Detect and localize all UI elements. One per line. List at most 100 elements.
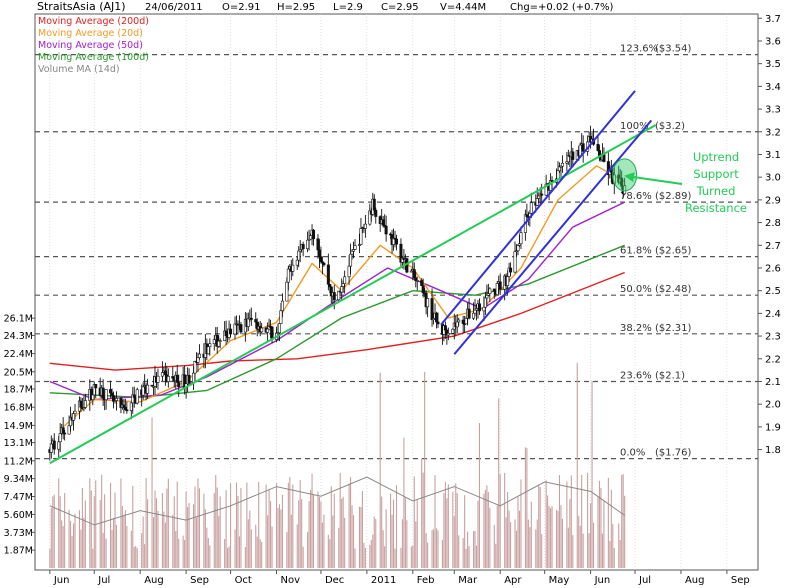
annotation-line-4: Resistance <box>685 201 747 215</box>
price-axis-label: 2.4 <box>765 309 781 320</box>
candle-body <box>197 353 201 358</box>
price-axis-label: 2.8 <box>765 218 781 229</box>
price-axis-label: 1.9 <box>765 422 781 433</box>
candle-body <box>328 283 332 288</box>
candle-body <box>309 235 313 240</box>
candle-body <box>326 264 330 285</box>
candle-body <box>297 250 301 261</box>
fibonacci-percent-label: 78.6% <box>620 191 652 202</box>
fibonacci-price-label: ($2.65) <box>655 246 692 257</box>
candle-body <box>193 361 197 374</box>
candle-body <box>415 280 419 282</box>
candle-body <box>472 312 476 319</box>
candle-body <box>467 308 471 319</box>
candle-body <box>156 375 160 383</box>
candle-body <box>519 232 523 245</box>
annotation-line-1: Uptrend <box>693 150 739 164</box>
candle-body <box>540 193 544 196</box>
candle-body <box>509 267 513 273</box>
candle-body <box>322 262 326 266</box>
candle-body <box>446 333 450 336</box>
header-symbol: StraitsAsia (AJ1) <box>37 0 126 13</box>
candle-body <box>83 400 87 408</box>
candle-body <box>312 229 316 240</box>
candle-body <box>319 256 323 263</box>
candle-body <box>110 392 114 396</box>
candle-body <box>537 195 541 199</box>
candle-body <box>208 343 212 347</box>
candle-body <box>461 319 465 324</box>
candle-body <box>279 310 283 324</box>
candle-body <box>332 292 336 301</box>
candle-body <box>492 288 496 292</box>
candle-body <box>166 376 170 382</box>
volume-axis-label: 24.3M <box>4 331 33 342</box>
month-label: Apr <box>504 575 522 586</box>
month-label: Jul <box>638 575 651 586</box>
price-axis-label: 2.0 <box>765 400 781 411</box>
fibonacci-percent-label: 50.0% <box>620 284 652 295</box>
fibonacci-price-label: ($1.76) <box>655 448 692 459</box>
annotation-line-3: Turned <box>696 184 736 198</box>
month-label: Sep <box>190 575 209 586</box>
price-axis-label: 3.4 <box>765 82 781 93</box>
header-change: Chg=+0.02 (+0.7%) <box>510 2 614 13</box>
price-axis-label: 2.6 <box>765 263 781 274</box>
candle-body <box>443 325 447 331</box>
legend-label-ma50: Moving Average (50d) <box>38 40 143 51</box>
price-candles <box>48 125 627 461</box>
candle-body <box>556 170 560 180</box>
candle-body <box>420 280 424 286</box>
price-axis-label: 3.6 <box>765 36 781 47</box>
fibonacci-percent-label: 123.6% <box>620 44 658 55</box>
trendlines <box>49 90 657 465</box>
volume-axis-label: 1.87M <box>4 546 33 557</box>
legend-label-volume-ma: Volume MA (14d) <box>38 64 120 75</box>
volume-axis-label: 22.4M <box>4 349 33 360</box>
candle-body <box>246 318 250 327</box>
candle-body <box>57 441 61 450</box>
candle-body <box>359 228 363 245</box>
candle-body <box>436 321 440 325</box>
candle-body <box>73 410 77 414</box>
candle-body <box>277 323 281 334</box>
header-close: C=2.95 <box>381 2 419 13</box>
volume-axis-label: 7.47M <box>4 492 33 503</box>
candle-body <box>381 219 385 226</box>
candle-body <box>571 151 575 160</box>
price-axis-label: 1.8 <box>765 445 781 456</box>
month-label: Nov <box>280 575 300 586</box>
volume-axis-label: 9.34M <box>4 474 33 485</box>
highlight-ellipse <box>612 158 638 192</box>
candle-body <box>340 286 344 293</box>
candle-body <box>316 238 320 251</box>
month-label: Aug <box>144 575 164 586</box>
candle-body <box>192 372 196 384</box>
month-label: Jun <box>53 575 70 586</box>
volume-axis-label: 11.2M <box>4 456 33 467</box>
month-label: 2011 <box>371 575 396 586</box>
candle-body <box>295 259 299 266</box>
candle-body <box>141 386 145 396</box>
candle-body <box>529 202 533 214</box>
price-axis-label: 3.0 <box>765 173 781 184</box>
candle-body <box>146 384 150 394</box>
candle-body <box>163 370 167 376</box>
month-label: May <box>549 575 570 586</box>
fibonacci-percent-label: 100% <box>620 121 649 132</box>
candle-body <box>94 383 98 389</box>
volume-axis-label: 5.60M <box>4 510 33 521</box>
candle-body <box>347 265 351 278</box>
header: StraitsAsia (AJ1) 24/06/2011 O=2.91 H=2.… <box>37 0 614 13</box>
fibonacci-price-label: ($3.2) <box>655 121 685 132</box>
fibonacci-price-label: ($2.89) <box>655 191 692 202</box>
header-high: H=2.95 <box>277 2 315 13</box>
fibonacci-percent-label: 0.0% <box>620 448 645 459</box>
volume-axis-label: 16.8M <box>4 403 33 414</box>
candle-body <box>286 268 290 283</box>
candle-body <box>61 427 65 434</box>
axes: 3.7 3.6 3.5 3.4 3.3 3.2 3.1 3.0 2.9 2.8 2.7 2.6 2.5 2… <box>4 14 781 586</box>
legend-label-ma20: Moving Average (20d) <box>38 28 143 39</box>
legend-label-ma200: Moving Average (200d) <box>38 16 149 27</box>
candle-body <box>384 225 388 235</box>
